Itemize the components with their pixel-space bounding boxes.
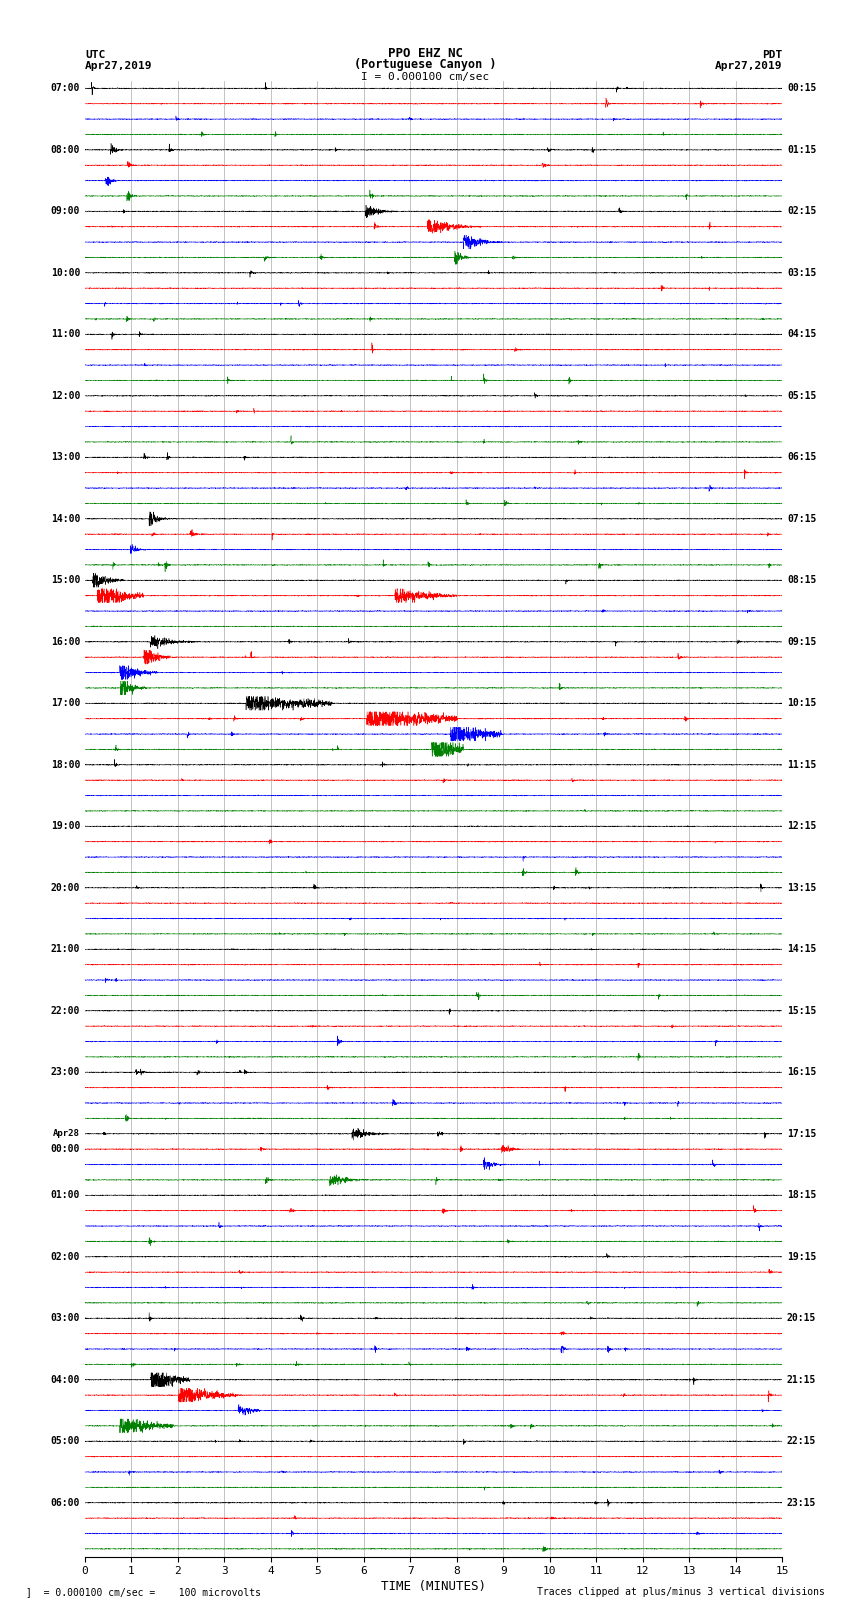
Text: UTC: UTC (85, 50, 105, 60)
Text: 08:00: 08:00 (51, 145, 80, 155)
Text: (Portuguese Canyon ): (Portuguese Canyon ) (354, 58, 496, 71)
Text: 03:15: 03:15 (787, 268, 816, 277)
Text: 20:00: 20:00 (51, 882, 80, 892)
Text: 15:00: 15:00 (51, 576, 80, 586)
Text: 17:15: 17:15 (787, 1129, 816, 1139)
Text: ]  = 0.000100 cm/sec =    100 microvolts: ] = 0.000100 cm/sec = 100 microvolts (26, 1587, 260, 1597)
Text: 04:15: 04:15 (787, 329, 816, 339)
Text: 08:15: 08:15 (787, 576, 816, 586)
Text: 21:15: 21:15 (787, 1374, 816, 1384)
Text: Apr28: Apr28 (54, 1129, 80, 1139)
Text: 18:15: 18:15 (787, 1190, 816, 1200)
Text: PDT: PDT (762, 50, 782, 60)
Text: 03:00: 03:00 (51, 1313, 80, 1323)
Text: 17:00: 17:00 (51, 698, 80, 708)
Text: 20:15: 20:15 (787, 1313, 816, 1323)
Text: 05:15: 05:15 (787, 390, 816, 400)
Text: 07:15: 07:15 (787, 515, 816, 524)
Text: 00:15: 00:15 (787, 84, 816, 94)
Text: 19:00: 19:00 (51, 821, 80, 831)
Text: 07:00: 07:00 (51, 84, 80, 94)
Text: 22:15: 22:15 (787, 1436, 816, 1447)
Text: 09:00: 09:00 (51, 206, 80, 216)
Text: 11:00: 11:00 (51, 329, 80, 339)
Text: 22:00: 22:00 (51, 1007, 80, 1016)
Text: 13:15: 13:15 (787, 882, 816, 892)
Text: 14:15: 14:15 (787, 944, 816, 955)
Text: 23:15: 23:15 (787, 1498, 816, 1508)
Text: 19:15: 19:15 (787, 1252, 816, 1261)
Text: 13:00: 13:00 (51, 452, 80, 463)
Text: 11:15: 11:15 (787, 760, 816, 769)
X-axis label: TIME (MINUTES): TIME (MINUTES) (381, 1581, 486, 1594)
Text: PPO EHZ NC: PPO EHZ NC (388, 47, 462, 60)
Text: Traces clipped at plus/minus 3 vertical divisions: Traces clipped at plus/minus 3 vertical … (536, 1587, 824, 1597)
Text: 18:00: 18:00 (51, 760, 80, 769)
Text: 23:00: 23:00 (51, 1068, 80, 1077)
Text: 02:15: 02:15 (787, 206, 816, 216)
Text: Apr27,2019: Apr27,2019 (715, 61, 782, 71)
Text: 05:00: 05:00 (51, 1436, 80, 1447)
Text: 15:15: 15:15 (787, 1007, 816, 1016)
Text: 21:00: 21:00 (51, 944, 80, 955)
Text: 14:00: 14:00 (51, 515, 80, 524)
Text: 02:00: 02:00 (51, 1252, 80, 1261)
Text: 10:00: 10:00 (51, 268, 80, 277)
Text: 06:15: 06:15 (787, 452, 816, 463)
Text: 12:00: 12:00 (51, 390, 80, 400)
Text: 16:15: 16:15 (787, 1068, 816, 1077)
Text: 04:00: 04:00 (51, 1374, 80, 1384)
Text: I = 0.000100 cm/sec: I = 0.000100 cm/sec (361, 73, 489, 82)
Text: 01:00: 01:00 (51, 1190, 80, 1200)
Text: 10:15: 10:15 (787, 698, 816, 708)
Text: Apr27,2019: Apr27,2019 (85, 61, 152, 71)
Text: 01:15: 01:15 (787, 145, 816, 155)
Text: 06:00: 06:00 (51, 1498, 80, 1508)
Text: 00:00: 00:00 (51, 1144, 80, 1155)
Text: 12:15: 12:15 (787, 821, 816, 831)
Text: 16:00: 16:00 (51, 637, 80, 647)
Text: 09:15: 09:15 (787, 637, 816, 647)
